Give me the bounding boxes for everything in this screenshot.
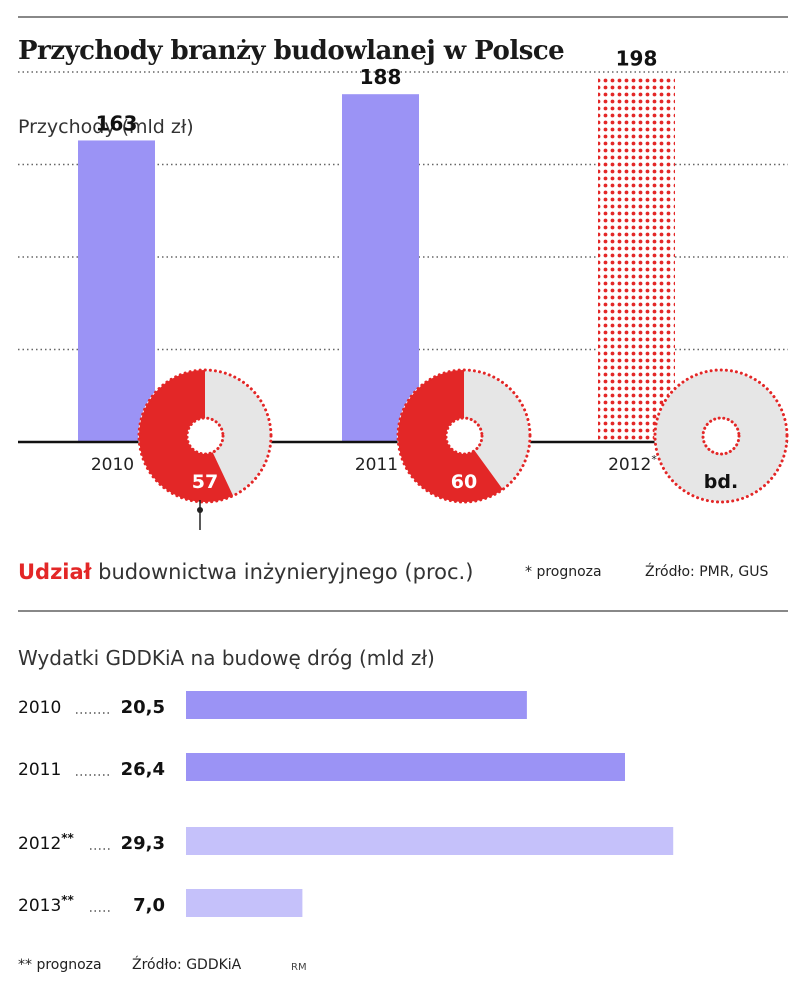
share-pie-hole-outline-0 — [185, 416, 225, 456]
revenue-bar-2011 — [342, 94, 419, 442]
share-leader-dot — [197, 507, 203, 513]
share-pie-outline-1 — [396, 368, 532, 504]
revenue-category-label-2: 2012* — [608, 453, 657, 475]
gddkia-bar-2010 — [186, 691, 527, 719]
author-initials: RM — [291, 962, 307, 973]
share-pie-label-1: 60 — [451, 471, 477, 493]
gddkia-data-label-3: 7,0 — [133, 895, 165, 916]
gddkia-category-label-0: 2010 — [18, 698, 61, 718]
revenue-data-label-0: 163 — [96, 111, 138, 135]
share-legend: Udział budownictwa inżynieryjnego (proc.… — [18, 560, 473, 584]
gddkia-bar-2012 — [186, 827, 674, 855]
gddkia-category-label-1: 2011 — [18, 760, 61, 780]
chart-title: Przychody branży budowlanej w Polsce — [18, 36, 565, 66]
revenue-source: Źródło: PMR, GUS — [645, 564, 769, 580]
middle-rule — [18, 610, 788, 612]
share-pie-hole-outline-2 — [701, 416, 741, 456]
gddkia-data-label-2: 29,3 — [121, 833, 165, 854]
gddkia-data-label-1: 26,4 — [121, 759, 165, 780]
share-pie-label-2: bd. — [704, 471, 738, 493]
revenue-axis-label: Przychody (mld zł) — [18, 116, 194, 138]
gddkia-category-label-3: 2013** — [18, 893, 75, 916]
share-legend-rest: budownictwa inżynieryjnego (proc.) — [91, 560, 474, 584]
revenue-bar-chart: 163 188 198 2010 2011 2012* 57 60 bd. — [18, 47, 789, 530]
share-pie-hole-2 — [703, 418, 739, 454]
share-pie-hole-outline-1 — [444, 416, 484, 456]
revenue-bar-2010 — [78, 140, 155, 442]
share-pie-hole-1 — [446, 418, 482, 454]
gddkia-source: Źródło: GDDKiA — [132, 957, 242, 973]
share-pie-label-0: 57 — [192, 471, 218, 493]
revenue-category-label-1: 2011 — [355, 455, 398, 475]
revenue-data-label-1: 188 — [360, 65, 402, 89]
revenue-data-label-2: 198 — [616, 47, 658, 71]
gddkia-bar-2013 — [186, 889, 303, 917]
gddkia-category-label-2: 2012** — [18, 831, 75, 854]
revenue-footnote: * prognoza — [525, 564, 602, 580]
gddkia-chart-title: Wydatki GDDKiA na budowę dróg (mld zł) — [18, 646, 435, 670]
share-pie-outline-2 — [653, 368, 789, 504]
share-pie-outline-0 — [137, 368, 273, 504]
share-legend-strong: Udział — [18, 560, 92, 584]
revenue-category-label-0: 2010 — [91, 455, 134, 475]
revenue-bar-2012 — [598, 75, 675, 442]
share-pie-hole-0 — [187, 418, 223, 454]
top-rule — [18, 16, 788, 18]
gddkia-data-label-0: 20,5 — [121, 697, 165, 718]
gddkia-bar-2011 — [186, 753, 625, 781]
gddkia-footnote: ** prognoza — [18, 957, 102, 973]
